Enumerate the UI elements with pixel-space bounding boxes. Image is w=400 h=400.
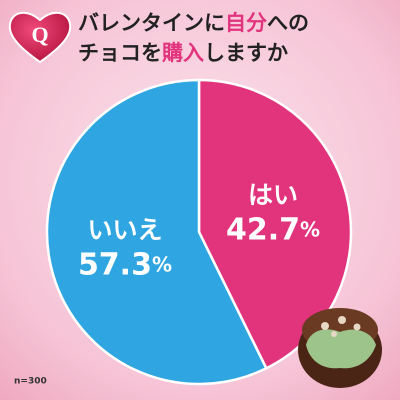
badge-letter: Q <box>31 22 48 47</box>
title-segment: しますか <box>204 41 288 65</box>
value-label: 42.7% <box>226 212 320 247</box>
category-label: いいえ <box>87 215 162 244</box>
badge: Q <box>8 11 72 64</box>
title-segment: への <box>267 11 309 35</box>
chocolate-decoration <box>298 308 382 388</box>
title-line: バレンタインに自分への <box>78 11 309 35</box>
title-line: チョコを購入しますか <box>78 41 288 65</box>
title-segment: 購入 <box>161 41 204 65</box>
value-label: 57.3% <box>78 247 172 282</box>
category-label: はい <box>248 181 298 210</box>
sample-note: n=300 <box>14 377 47 387</box>
title-segment: チョコを <box>78 41 162 65</box>
title-segment: バレンタインに <box>78 11 225 35</box>
heart-icon <box>8 11 72 64</box>
title-segment: 自分 <box>225 11 267 35</box>
pie-slice <box>45 78 268 386</box>
